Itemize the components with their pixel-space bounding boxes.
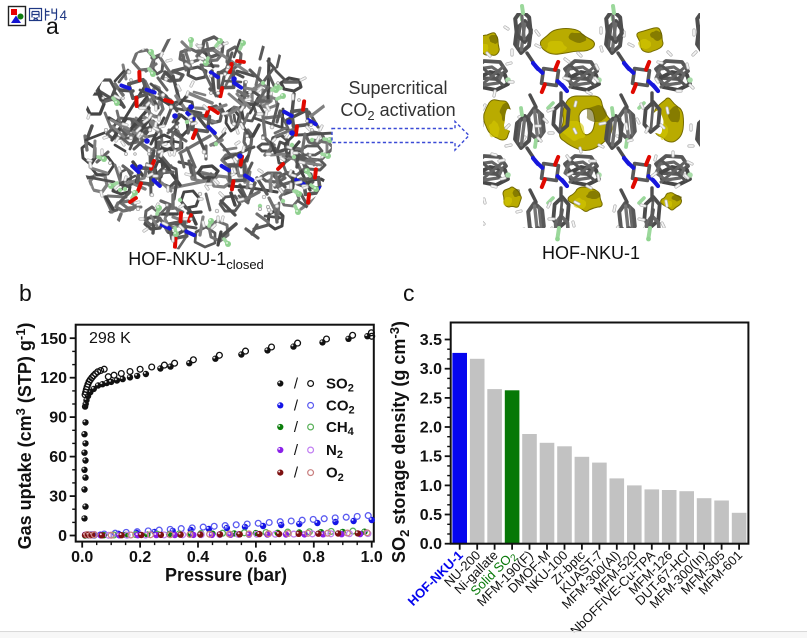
svg-text:0.5: 0.5 — [420, 507, 442, 524]
svg-text:Pressure (bar): Pressure (bar) — [165, 565, 287, 585]
svg-text:0.0: 0.0 — [420, 536, 442, 553]
svg-text:0.2: 0.2 — [129, 549, 151, 566]
svg-text:90: 90 — [49, 410, 67, 427]
svg-text:b: b — [19, 280, 32, 306]
svg-text:0.6: 0.6 — [245, 549, 267, 566]
svg-text:CO2 activation: CO2 activation — [340, 100, 455, 123]
svg-text:120: 120 — [40, 370, 67, 387]
svg-text:/: / — [294, 376, 299, 393]
svg-text:c: c — [403, 280, 415, 306]
svg-text:2.5: 2.5 — [420, 390, 442, 407]
svg-text:SO2: SO2 — [326, 376, 354, 395]
svg-text:/: / — [294, 419, 299, 436]
svg-text:3.5: 3.5 — [420, 332, 442, 349]
svg-text:0.8: 0.8 — [303, 549, 325, 566]
svg-text:0.4: 0.4 — [187, 549, 209, 566]
svg-text:a: a — [46, 13, 59, 39]
svg-text:Gas uptake (cm3 (STP) g-1): Gas uptake (cm3 (STP) g-1) — [13, 323, 35, 550]
svg-text:SO2 storage density (g cm-3): SO2 storage density (g cm-3) — [387, 321, 412, 563]
svg-text:1.0: 1.0 — [420, 478, 442, 495]
svg-text:CH4: CH4 — [326, 419, 355, 438]
svg-text:0.0: 0.0 — [71, 549, 93, 566]
svg-text:150: 150 — [40, 331, 67, 348]
svg-text:1.0: 1.0 — [361, 549, 383, 566]
svg-text:CO2: CO2 — [326, 397, 355, 416]
svg-text:3.0: 3.0 — [420, 361, 442, 378]
svg-text:298 K: 298 K — [89, 330, 131, 347]
svg-text:/: / — [294, 465, 299, 482]
svg-text:/: / — [294, 442, 299, 459]
svg-text:HOF-NKU-1: HOF-NKU-1 — [542, 243, 640, 263]
svg-text:30: 30 — [49, 489, 67, 506]
svg-text:/: / — [294, 397, 299, 414]
svg-text:1.5: 1.5 — [420, 449, 442, 466]
svg-text:0: 0 — [58, 528, 67, 545]
svg-text:60: 60 — [49, 449, 67, 466]
svg-text:Supercritical: Supercritical — [348, 78, 447, 98]
svg-text:2.0: 2.0 — [420, 420, 442, 437]
svg-text:4: 4 — [60, 8, 68, 23]
